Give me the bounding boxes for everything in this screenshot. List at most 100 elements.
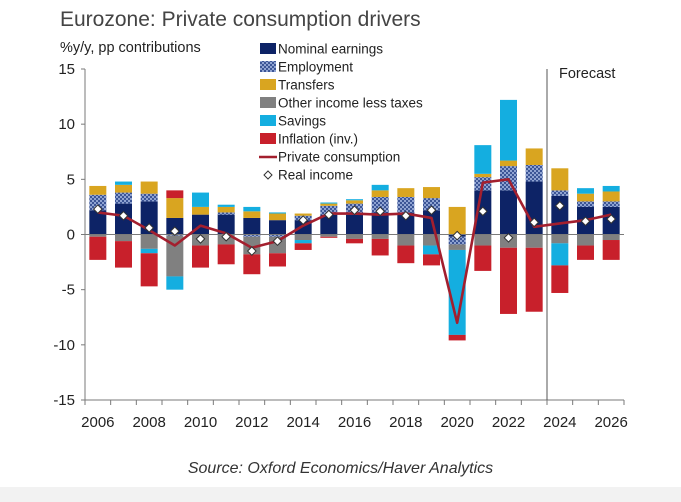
x-tick-label: 2014 bbox=[286, 414, 319, 431]
bar-nominal-earnings-2009 bbox=[166, 217, 184, 235]
bar-transfers-2023 bbox=[525, 148, 543, 165]
bar-inflation-inv-2025 bbox=[577, 245, 594, 260]
bar-inflation-inv-2020 bbox=[448, 334, 466, 341]
bar-transfers-2021 bbox=[474, 173, 492, 178]
bar-inflation-inv-2024 bbox=[551, 265, 569, 293]
bar-inflation-inv-2010 bbox=[192, 245, 209, 268]
bar-inflation-inv-2008 bbox=[140, 253, 158, 287]
bar-other-income-less-taxes-2016 bbox=[346, 234, 363, 239]
bar-savings-2026 bbox=[602, 185, 620, 192]
bar-employment-2008 bbox=[140, 193, 158, 202]
bar-other-income-less-taxes-2015 bbox=[320, 234, 338, 237]
bar-savings-2016 bbox=[346, 199, 363, 201]
bar-transfers-2009 bbox=[166, 198, 184, 218]
bar-savings-2025 bbox=[577, 188, 594, 194]
bar-inflation-inv-2019 bbox=[423, 254, 440, 266]
marker-real-income-2014 bbox=[298, 215, 309, 226]
marker-real-income-2015 bbox=[323, 209, 334, 220]
bar-nominal-earnings-2006 bbox=[89, 210, 107, 235]
marker-real-income-2017 bbox=[375, 206, 386, 217]
bar-employment-2013 bbox=[269, 234, 286, 237]
bar-nominal-earnings-2017 bbox=[371, 212, 389, 235]
bar-savings-2024 bbox=[551, 243, 569, 266]
bar-transfers-2017 bbox=[371, 190, 389, 197]
bar-inflation-inv-2015 bbox=[320, 236, 338, 238]
bar-savings-2019 bbox=[423, 245, 440, 255]
bar-other-income-less-taxes-2007 bbox=[115, 234, 132, 242]
marker-real-income-2022 bbox=[503, 232, 514, 243]
marker-real-income-2010 bbox=[195, 234, 206, 244]
bar-other-income-less-taxes-2008 bbox=[140, 234, 158, 249]
bar-savings-2010 bbox=[192, 192, 209, 207]
bar-other-income-less-taxes-2024 bbox=[551, 234, 569, 244]
forecast-label: Forecast bbox=[559, 66, 615, 82]
bar-inflation-inv-2018 bbox=[397, 245, 415, 264]
y-tick-label: 10 bbox=[58, 116, 75, 133]
marker-real-income-2019 bbox=[426, 205, 437, 216]
marker-real-income-2006 bbox=[92, 204, 103, 215]
y-tick-label: 5 bbox=[67, 171, 75, 188]
legend-item-inflation-inv: Inflation (inv.) bbox=[260, 132, 358, 147]
marker-real-income-2026 bbox=[606, 214, 617, 224]
x-tick-label: 2010 bbox=[184, 414, 217, 431]
bar-nominal-earnings-2013 bbox=[269, 220, 286, 235]
bar-savings-2021 bbox=[474, 145, 492, 174]
legend-item-private-consumption: Private consumption bbox=[259, 150, 400, 165]
marker-real-income-2018 bbox=[400, 210, 411, 221]
bar-other-income-less-taxes-2023 bbox=[525, 234, 543, 248]
bar-savings-2013 bbox=[269, 212, 286, 214]
legend-label: Private consumption bbox=[278, 150, 400, 165]
legend-label: Nominal earnings bbox=[278, 42, 383, 57]
legend-item-nominal-earnings: Nominal earnings bbox=[260, 42, 383, 57]
x-tick-label: 2024 bbox=[543, 414, 576, 431]
bar-inflation-inv-2023 bbox=[525, 247, 543, 312]
legend-swatch bbox=[260, 61, 276, 72]
bar-employment-2020 bbox=[448, 236, 466, 245]
marker-layer bbox=[92, 200, 617, 256]
x-tick-label: 2026 bbox=[594, 414, 627, 431]
chart-canvas: 15 10 5 0 -5 -10 -15 2006 2008 2010 2012 2014 2016 20… bbox=[53, 42, 628, 432]
bar-inflation-inv-2009 bbox=[166, 190, 184, 199]
x-tick-label: 2008 bbox=[132, 414, 165, 431]
bar-other-income-less-taxes-2012 bbox=[243, 236, 261, 255]
marker-real-income-2020 bbox=[452, 230, 463, 241]
bar-savings-2011 bbox=[217, 204, 235, 207]
bar-inflation-inv-2013 bbox=[269, 253, 286, 267]
bar-inflation-inv-2017 bbox=[371, 238, 389, 256]
x-tick-label: 2022 bbox=[492, 414, 525, 431]
y-tick-label: -10 bbox=[53, 337, 75, 354]
marker-real-income-2024 bbox=[554, 200, 565, 211]
bar-employment-2023 bbox=[525, 164, 543, 182]
bar-employment-2006 bbox=[89, 194, 107, 211]
bar-transfers-2022 bbox=[500, 160, 517, 167]
marker-real-income-2023 bbox=[529, 217, 540, 228]
marker-real-income-2013 bbox=[272, 236, 283, 247]
marker-real-income-2009 bbox=[169, 226, 180, 237]
bar-employment-2026 bbox=[602, 201, 620, 207]
bar-other-income-less-taxes-2014 bbox=[294, 234, 312, 241]
bar-inflation-inv-2016 bbox=[346, 238, 363, 244]
legend-label: Employment bbox=[278, 60, 353, 75]
bar-transfers-2024 bbox=[551, 168, 569, 191]
bar-inflation-inv-2006 bbox=[89, 236, 107, 260]
bar-employment-2019 bbox=[423, 198, 440, 211]
marker-real-income-2011 bbox=[221, 231, 232, 242]
bar-other-income-less-taxes-2009 bbox=[166, 235, 184, 277]
bar-inflation-inv-2012 bbox=[243, 254, 261, 275]
bar-employment-2025 bbox=[577, 201, 594, 207]
bar-nominal-earnings-2018 bbox=[397, 212, 415, 235]
y-tick-label: -5 bbox=[62, 282, 75, 299]
bar-other-income-less-taxes-2025 bbox=[577, 234, 594, 246]
legend-item-real-income: Real income bbox=[263, 168, 353, 183]
bar-nominal-earnings-2011 bbox=[217, 214, 235, 235]
y-tick-label: 0 bbox=[67, 227, 75, 244]
y-axis-label: %y/y, pp contributions bbox=[60, 40, 201, 56]
legend-swatch bbox=[260, 43, 276, 54]
marker-real-income-2025 bbox=[580, 216, 591, 227]
bar-employment-2012 bbox=[243, 234, 261, 237]
legend-item-transfers: Transfers bbox=[260, 78, 335, 93]
bar-other-income-less-taxes-2018 bbox=[397, 234, 415, 246]
y-tick-label: -15 bbox=[53, 392, 75, 409]
bar-transfers-2016 bbox=[346, 200, 363, 204]
bar-other-income-less-taxes-2026 bbox=[602, 234, 620, 241]
